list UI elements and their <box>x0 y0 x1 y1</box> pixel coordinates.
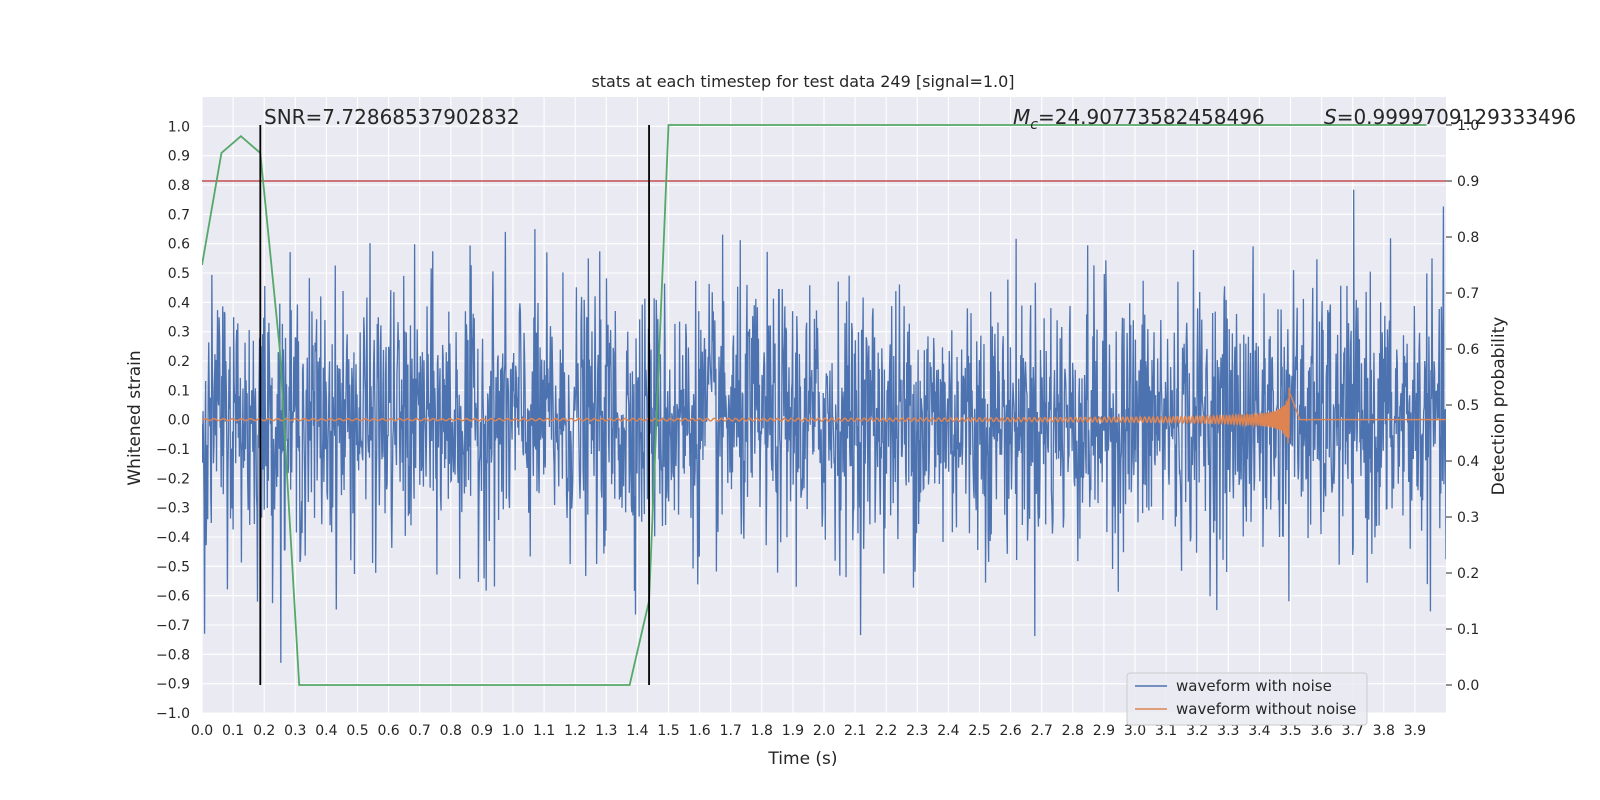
y-tick-label: 1.0 <box>168 119 190 135</box>
y-tick-label: 0.3 <box>168 325 190 341</box>
x-tick-label: 1.0 <box>502 723 524 739</box>
series-waveform-without-noise <box>202 387 1446 444</box>
y2-tick-label: 0.1 <box>1457 622 1479 638</box>
clean-series-layer <box>202 387 1446 444</box>
x-tick-label: 1.6 <box>688 723 710 739</box>
x-tick-label: 2.5 <box>968 723 990 739</box>
y-tick-label: −0.9 <box>156 677 190 693</box>
chart-title: stats at each timestep for test data 249… <box>591 72 1014 91</box>
series-waveform-with-noise <box>202 189 1446 663</box>
x-tick-label: 3.0 <box>1124 723 1146 739</box>
y2-tick-label: 0.6 <box>1457 342 1479 358</box>
y2-tick-label: 0.2 <box>1457 566 1479 582</box>
y-tick-label: 0.4 <box>168 295 190 311</box>
x-tick-label: 0.7 <box>409 723 431 739</box>
y-tick-label: −1.0 <box>156 706 190 722</box>
probability-series-layer <box>202 124 1446 686</box>
y-tick-label: −0.3 <box>156 501 190 517</box>
y-axis-label: Whitened strain <box>125 350 145 485</box>
mc-symbol: M <box>1013 105 1030 129</box>
x-tick-labels: 0.0 0.1 0.2 0.3 0.4 0.5 0.6 0.7 0.8 0.9 1.0 1.1 1.2 1… <box>191 723 1426 739</box>
y-tick-label: 0.9 <box>168 149 190 165</box>
y2-tick-label: 0.9 <box>1457 174 1479 190</box>
x-tick-label: 1.2 <box>564 723 586 739</box>
x-tick-label: 0.6 <box>377 723 399 739</box>
x-tick-label: 2.3 <box>906 723 928 739</box>
y-tick-label: −0.7 <box>156 618 190 634</box>
y-tick-label: 0.5 <box>168 266 190 282</box>
y2-tick-labels: 0.0 0.1 0.2 0.3 0.4 0.5 0.6 0.7 0.8 0.9 1.0 <box>1446 118 1479 694</box>
x-axis-label: Time (s) <box>767 749 837 769</box>
x-tick-label: 2.8 <box>1062 723 1084 739</box>
y-tick-label: 0.7 <box>168 207 190 223</box>
x-tick-label: 3.1 <box>1155 723 1177 739</box>
x-tick-label: 2.4 <box>937 723 959 739</box>
x-tick-label: 0.9 <box>471 723 493 739</box>
legend-noise-label: waveform with noise <box>1176 677 1332 695</box>
s-value: =0.9999709129333496 <box>1337 105 1576 129</box>
vline-layer <box>259 125 650 685</box>
mc-value: =24.90773582458496 <box>1038 105 1265 129</box>
y2-tick-label: 0.5 <box>1457 398 1479 414</box>
series-detection-probability <box>202 124 1427 686</box>
y2-axis-label: Detection probability <box>1489 317 1509 496</box>
x-tick-label: 1.1 <box>533 723 555 739</box>
x-tick-label: 2.0 <box>813 723 835 739</box>
y-tick-label: 0.0 <box>168 413 190 429</box>
y-tick-label: −0.1 <box>156 442 190 458</box>
x-tick-label: 0.0 <box>191 723 213 739</box>
y-tick-label: −0.6 <box>156 589 190 605</box>
x-tick-label: 1.5 <box>657 723 679 739</box>
s-annotation: S=0.9999709129333496 <box>1324 105 1576 129</box>
y2-tick-label: 0.0 <box>1457 678 1479 694</box>
x-tick-label: 1.3 <box>595 723 617 739</box>
snr-annotation: SNR=7.72868537902832 <box>264 105 520 129</box>
x-tick-label: 3.9 <box>1404 723 1426 739</box>
mc-annotation: Mc=24.90773582458496 <box>1013 105 1265 133</box>
x-tick-label: 1.8 <box>751 723 773 739</box>
x-tick-label: 1.7 <box>720 723 742 739</box>
x-tick-label: 3.6 <box>1310 723 1332 739</box>
y2-tick-label: 1.0 <box>1457 118 1479 134</box>
x-tick-label: 2.1 <box>844 723 866 739</box>
x-tick-label: 2.2 <box>875 723 897 739</box>
mc-subscript: c <box>1030 117 1038 133</box>
y-tick-label: 0.6 <box>168 237 190 253</box>
noise-series-layer <box>202 189 1446 663</box>
x-tick-label: 0.3 <box>284 723 306 739</box>
y-tick-label: 0.2 <box>168 354 190 370</box>
x-tick-label: 0.5 <box>346 723 368 739</box>
y2-tick-label: 0.3 <box>1457 510 1479 526</box>
x-tick-label: 3.7 <box>1342 723 1364 739</box>
y2-tick-label: 0.4 <box>1457 454 1479 470</box>
x-tick-label: 2.9 <box>1093 723 1115 739</box>
y-tick-label: 0.1 <box>168 383 190 399</box>
y-tick-label: −0.8 <box>156 647 190 663</box>
y-tick-label: −0.4 <box>156 530 190 546</box>
y-tick-label: 0.8 <box>168 178 190 194</box>
y-tick-label: −0.2 <box>156 471 190 487</box>
x-tick-label: 1.9 <box>782 723 804 739</box>
y-tick-labels: −1.0 −0.9 −0.8 −0.7 −0.6 −0.5 −0.4 −0.3 −0.2 −0.1… <box>156 119 190 722</box>
legend: waveform with noise waveform without noi… <box>1126 672 1368 726</box>
x-tick-label: 0.2 <box>253 723 275 739</box>
x-tick-label: 3.8 <box>1373 723 1395 739</box>
s-symbol: S <box>1324 105 1337 129</box>
x-tick-label: 3.5 <box>1279 723 1301 739</box>
legend-box <box>1126 672 1368 726</box>
x-tick-label: 1.4 <box>626 723 648 739</box>
x-tick-label: 0.4 <box>315 723 337 739</box>
y2-tick-label: 0.8 <box>1457 230 1479 246</box>
x-tick-label: 0.8 <box>440 723 462 739</box>
x-tick-label: 3.4 <box>1248 723 1270 739</box>
x-tick-label: 3.2 <box>1186 723 1208 739</box>
legend-clean-label: waveform without noise <box>1176 700 1356 718</box>
y-tick-label: −0.5 <box>156 559 190 575</box>
x-tick-label: 3.3 <box>1217 723 1239 739</box>
x-tick-label: 2.6 <box>999 723 1021 739</box>
x-tick-label: 2.7 <box>1031 723 1053 739</box>
y2-tick-label: 0.7 <box>1457 286 1479 302</box>
x-tick-label: 0.1 <box>222 723 244 739</box>
